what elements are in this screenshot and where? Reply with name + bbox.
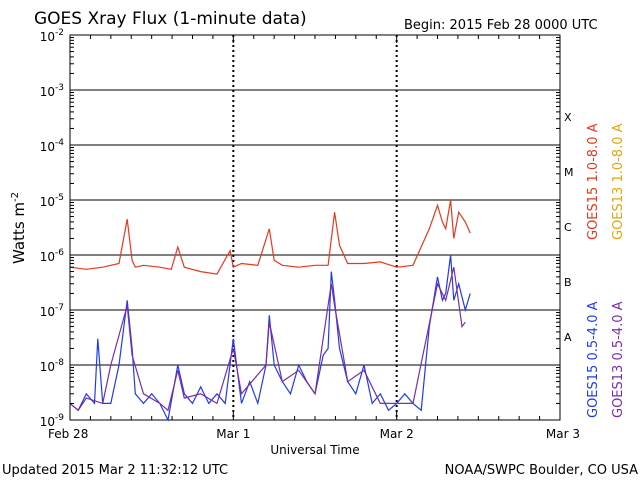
flare-class-x: X <box>564 111 572 124</box>
day-separator-lines <box>232 35 398 420</box>
y-axis-label: Watts m-2 <box>10 192 28 264</box>
legend-entry: GOES15 0.5-4.0 A <box>586 301 601 418</box>
y-axis-label-exponent: -2 <box>10 192 21 202</box>
series-line-goes15-1-0-8-0-a <box>69 199 471 275</box>
legend-entry: GOES13 0.5-4.0 A <box>611 301 626 418</box>
y-axis-label-text: Watts m <box>10 202 28 264</box>
updated-timestamp: Updated 2015 Mar 2 11:32:12 UTC <box>2 463 228 478</box>
x-axis-label: Universal Time <box>270 443 359 457</box>
legend: GOES15 1.0-8.0 A GOES13 1.0-8.0 A GOES15 0… <box>586 123 626 418</box>
y-tick-label: 10-8 <box>40 358 65 374</box>
legend-entry: GOES13 1.0-8.0 A <box>611 123 626 240</box>
legend-entry: GOES15 1.0-8.0 A <box>586 123 601 240</box>
x-tick-labels: Feb 28 Mar 1 Mar 2 Mar 3 <box>48 35 580 441</box>
series-line-goes13-0-5-4-0-a <box>69 267 466 412</box>
series-layer <box>69 199 471 422</box>
y-tick-label: 10-6 <box>40 248 65 264</box>
chart-title: GOES Xray Flux (1-minute data) <box>34 9 307 29</box>
series-line-goes15-0-5-4-0-a <box>69 254 471 422</box>
y-tick-label: 10-5 <box>40 193 64 209</box>
source-credit: NOAA/SWPC Boulder, CO USA <box>445 463 638 478</box>
y-tick-label: 10-2 <box>40 28 64 44</box>
x-tick-label: Mar 3 <box>546 427 580 441</box>
y-tick-label: 10-7 <box>40 303 64 319</box>
flare-class-c: C <box>564 221 572 234</box>
plot-frame <box>69 34 561 421</box>
flare-class-labels: X M C B A <box>564 111 574 344</box>
y-axis-label-group: Watts m-2 <box>10 192 28 264</box>
flare-class-b: B <box>564 276 572 289</box>
y-tick-label: 10-3 <box>40 83 64 99</box>
x-tick-label: Feb 28 <box>48 427 88 441</box>
y-tick-labels: 10-2 10-3 10-4 10-5 10-6 10-7 10-8 10-9 <box>40 28 560 429</box>
grid-lines <box>70 89 560 366</box>
flare-class-m: M <box>564 166 574 179</box>
y-tick-label: 10-9 <box>40 413 65 429</box>
begin-label: Begin: 2015 Feb 28 0000 UTC <box>404 18 598 33</box>
flare-class-a: A <box>564 331 572 344</box>
y-tick-label: 10-4 <box>40 138 65 154</box>
x-tick-label: Mar 2 <box>380 427 414 441</box>
x-tick-label: Mar 1 <box>216 427 250 441</box>
